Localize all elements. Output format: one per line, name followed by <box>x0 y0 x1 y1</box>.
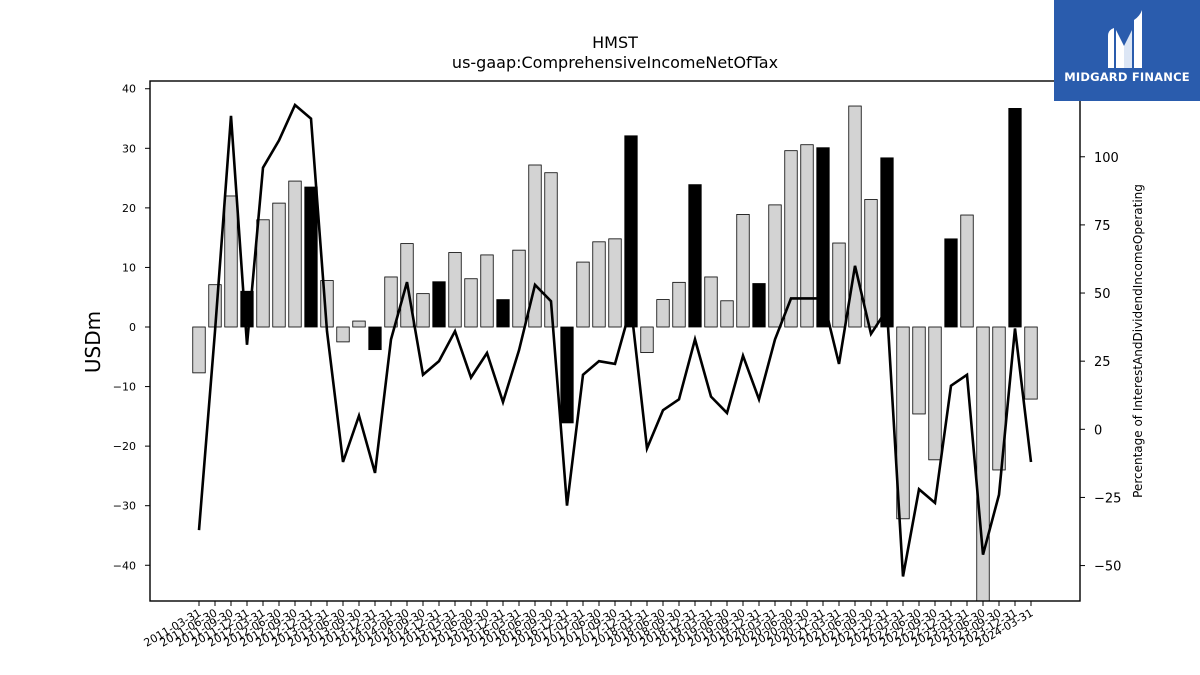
brand-logo: MIDGARD FINANCE <box>1054 0 1200 101</box>
bar-2015-12-31 <box>496 299 510 328</box>
line-series <box>197 102 1033 577</box>
midgard-logo-icon <box>1108 10 1142 68</box>
y2-tick-label: 50 <box>1094 287 1111 302</box>
bar-2017-12-31 <box>624 135 638 328</box>
bar-2023-09-30 <box>992 326 1006 471</box>
y-tick-label: 40 <box>122 83 136 96</box>
bar-2016-03-31 <box>512 249 526 328</box>
y-tick-label: −30 <box>113 500 136 513</box>
y2-tick-label: −25 <box>1094 491 1121 506</box>
bar-2019-09-30 <box>736 214 750 328</box>
bar-2012-09-30 <box>288 180 302 328</box>
chart-subtitle: us-gaap:ComprehensiveIncomeNetOfTax <box>452 53 778 72</box>
bar-2022-06-30 <box>912 326 926 415</box>
bar-2017-06-30 <box>592 241 606 328</box>
bar-2020-12-31 <box>816 147 830 328</box>
bar-2011-03-31 <box>192 326 206 374</box>
y-axis-label: USDm <box>81 311 105 373</box>
bar-2013-09-30 <box>352 320 366 328</box>
bar-2016-12-31 <box>560 326 574 424</box>
bar-2013-06-30 <box>336 326 350 343</box>
bar-2019-12-31 <box>752 283 766 328</box>
bar-2011-09-30 <box>224 195 238 328</box>
bar-2012-12-31 <box>304 186 318 328</box>
y-tick-label: 20 <box>122 202 136 215</box>
y2-tick-label: 75 <box>1094 219 1111 234</box>
bar-2016-09-30 <box>544 172 558 328</box>
y2-tick-label: 25 <box>1094 355 1111 370</box>
bar-2015-03-31 <box>448 252 462 328</box>
bar-series <box>192 105 1038 602</box>
bar-2013-12-31 <box>368 326 382 351</box>
bar-2022-09-30 <box>928 326 942 461</box>
bar-2018-12-31 <box>688 184 702 328</box>
y-tick-label: −20 <box>113 440 136 453</box>
bar-2015-09-30 <box>480 254 494 328</box>
bar-2021-06-30 <box>848 105 862 328</box>
y-tick-label: 10 <box>122 261 136 274</box>
y2-tick-label: 100 <box>1094 151 1119 166</box>
y2-tick-label: 0 <box>1094 423 1102 438</box>
bar-2023-03-31 <box>960 214 974 328</box>
bar-2022-03-31 <box>896 326 910 520</box>
y2-axis-label: Percentage of InterestAndDividendIncomeO… <box>1131 184 1145 498</box>
y-axis-left: −40 −30 −20 −10 0 10 20 30 40 <box>113 83 150 572</box>
bar-2015-06-30 <box>464 278 478 328</box>
bar-2021-03-31 <box>832 242 846 328</box>
y-tick-label: 30 <box>122 142 136 155</box>
bar-2023-06-30 <box>976 326 990 602</box>
bar-2018-03-31 <box>640 326 654 354</box>
bar-2014-09-30 <box>416 293 430 328</box>
x-axis: 2011-03-312011-06-302011-09-302011-12-31… <box>142 601 1036 650</box>
bar-2019-06-30 <box>720 300 734 328</box>
bar-2021-12-31 <box>880 157 894 328</box>
bar-2012-06-30 <box>272 202 286 328</box>
y2-tick-label: −50 <box>1094 560 1121 575</box>
bar-2020-06-30 <box>784 150 798 328</box>
y-axis-right: −50 −25 0 25 50 75 100 <box>1080 151 1121 575</box>
bar-2022-12-31 <box>944 238 958 328</box>
bar-2020-03-31 <box>768 204 782 328</box>
bar-2014-03-31 <box>384 276 398 328</box>
bar-2024-03-31 <box>1024 326 1038 400</box>
bar-2020-09-30 <box>800 144 814 328</box>
y-tick-label: −10 <box>113 381 136 394</box>
brand-name: MIDGARD FINANCE <box>1064 70 1190 84</box>
bar-2012-03-31 <box>256 219 270 328</box>
chart-title: HMST <box>592 33 638 52</box>
bar-2018-06-30 <box>656 299 670 328</box>
bar-2019-03-31 <box>704 276 718 328</box>
bar-2017-09-30 <box>608 238 622 328</box>
y-tick-label: −40 <box>113 559 136 572</box>
bar-2014-12-31 <box>432 281 446 328</box>
bar-2023-12-31 <box>1008 108 1022 328</box>
bar-2017-03-31 <box>576 261 590 328</box>
bar-2018-09-30 <box>672 281 686 328</box>
y-tick-label: 0 <box>129 321 136 334</box>
bar-2021-09-30 <box>864 199 878 328</box>
